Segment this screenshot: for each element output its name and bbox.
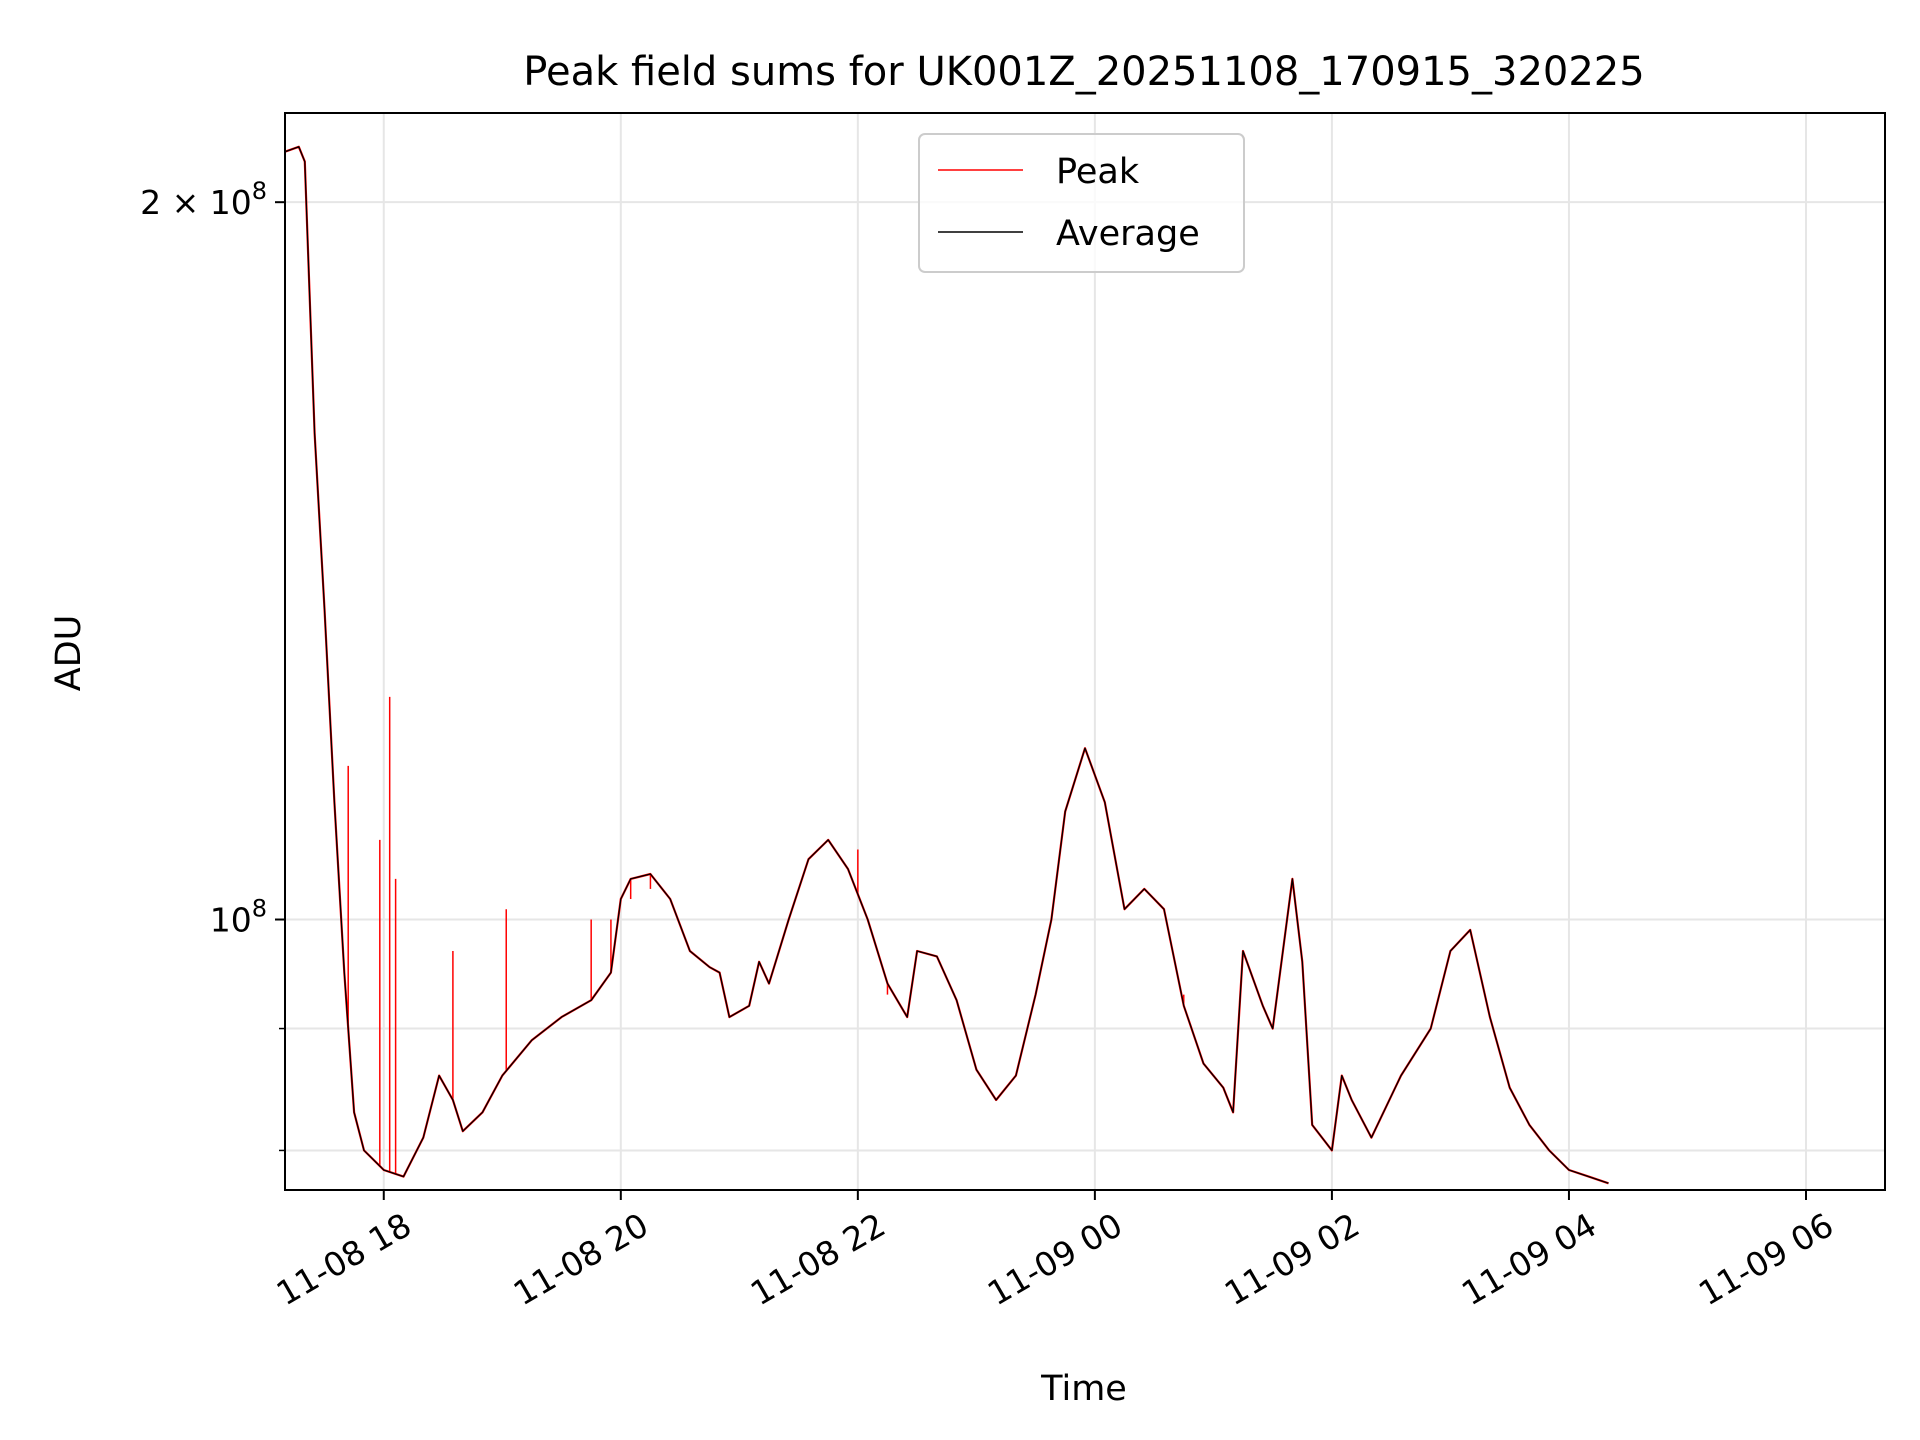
series-layer	[284, 145, 1609, 1185]
x-tick-label: 11-09 06	[1692, 1205, 1840, 1313]
y-tick-exponent: 8	[252, 177, 267, 205]
x-tick-label: 11-08 22	[744, 1205, 892, 1313]
average-series-line	[284, 146, 1609, 1184]
x-axis: 11-08 18 11-08 20 11-08 22 11-09 00 11-09 02…	[270, 1190, 1840, 1313]
grid-lines	[285, 113, 1885, 1190]
y-tick-label: 2 × 108	[140, 177, 267, 222]
y-axis-label: ADU	[49, 615, 89, 692]
x-tick-label: 11-09 00	[981, 1205, 1129, 1313]
y-tick-base: 10	[210, 901, 252, 940]
y-tick-base: 10	[210, 183, 252, 222]
y-tick-mantissa: 2 ×	[140, 183, 210, 222]
x-tick-label: 11-09 04	[1455, 1205, 1603, 1313]
plot-frame	[284, 112, 1886, 1191]
x-tick-label: 11-08 18	[270, 1205, 418, 1313]
chart-title: Peak field sums for UK001Z_20251108_1709…	[523, 49, 1644, 95]
x-axis-label: Time	[1040, 1369, 1127, 1409]
legend-peak-label: Peak	[1056, 152, 1140, 192]
x-tick-label: 11-08 20	[507, 1205, 655, 1313]
x-tick-label: 11-09 02	[1218, 1205, 1366, 1313]
y-tick-label: 108	[210, 895, 267, 940]
legend-average-label: Average	[1056, 214, 1200, 254]
legend: Peak Average	[918, 133, 1245, 273]
y-tick-exponent: 8	[252, 895, 267, 923]
legend-box	[918, 133, 1245, 273]
